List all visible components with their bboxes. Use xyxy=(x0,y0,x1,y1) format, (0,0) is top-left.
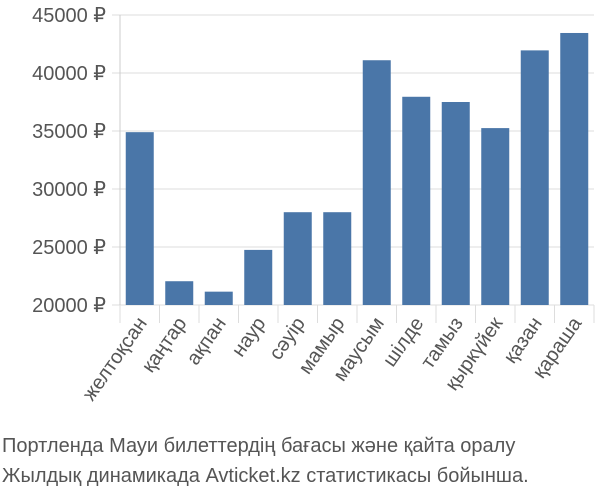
bar xyxy=(125,132,154,305)
bar xyxy=(362,60,391,305)
y-tick-label: 45000 ₽ xyxy=(32,5,106,27)
bar xyxy=(560,32,589,305)
bar xyxy=(323,212,352,305)
x-tick-label: ақпан xyxy=(182,313,230,369)
bar xyxy=(165,281,194,305)
x-tick-label: наур xyxy=(228,313,271,361)
y-tick-labels: 20000 ₽ 25000 ₽ 30000 ₽ 35000 ₽ 40000 ₽ 45000… xyxy=(32,5,106,317)
bars xyxy=(125,32,589,305)
bar-chart: 20000 ₽ 25000 ₽ 30000 ₽ 35000 ₽ 40000 ₽ 45000… xyxy=(32,5,595,405)
y-tick-label: 25000 ₽ xyxy=(32,237,106,259)
x-tick-labels: желтоқсанқаңтарақпаннаурсәуірмамырмаусым… xyxy=(78,313,586,405)
bar xyxy=(283,212,312,305)
caption-line-2: Жылдық динамикада Avticket.kz статистика… xyxy=(2,465,529,487)
bar xyxy=(520,50,549,305)
y-tick-label: 35000 ₽ xyxy=(32,121,106,143)
caption-line-1: Портленда Мауи билеттердің бағасы және қ… xyxy=(2,435,516,457)
bar xyxy=(441,102,470,305)
y-tick-label: 40000 ₽ xyxy=(32,63,106,85)
y-tick-label: 20000 ₽ xyxy=(32,295,106,317)
y-tick-label: 30000 ₽ xyxy=(32,179,106,201)
bar xyxy=(402,96,431,305)
grid-lines xyxy=(112,14,595,323)
bar xyxy=(204,291,233,305)
bar xyxy=(481,128,510,305)
bar xyxy=(244,249,273,305)
